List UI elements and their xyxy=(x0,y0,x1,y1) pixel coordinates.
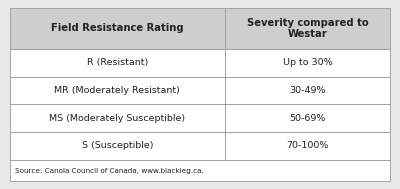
Text: 30-49%: 30-49% xyxy=(289,86,326,95)
Text: 50-69%: 50-69% xyxy=(289,114,326,123)
Bar xyxy=(10,8,225,49)
Text: Source: Canola Council of Canada, www.blackleg.ca.: Source: Canola Council of Canada, www.bl… xyxy=(15,168,204,174)
Bar xyxy=(10,132,225,160)
Text: MS (Moderately Susceptible): MS (Moderately Susceptible) xyxy=(49,114,186,123)
Text: 70-100%: 70-100% xyxy=(286,141,328,150)
Text: MR (Moderately Resistant): MR (Moderately Resistant) xyxy=(54,86,180,95)
Bar xyxy=(10,49,225,77)
Text: R (Resistant): R (Resistant) xyxy=(87,58,148,67)
Text: S (Susceptible): S (Susceptible) xyxy=(82,141,153,150)
Bar xyxy=(225,8,390,49)
Bar xyxy=(225,104,390,132)
Bar xyxy=(10,160,390,181)
Bar xyxy=(225,132,390,160)
Bar xyxy=(10,77,225,104)
Bar xyxy=(10,104,225,132)
Bar xyxy=(225,77,390,104)
Text: Field Resistance Rating: Field Resistance Rating xyxy=(51,23,184,33)
Text: Severity compared to
Westar: Severity compared to Westar xyxy=(246,18,368,39)
Text: Up to 30%: Up to 30% xyxy=(282,58,332,67)
Bar xyxy=(225,49,390,77)
